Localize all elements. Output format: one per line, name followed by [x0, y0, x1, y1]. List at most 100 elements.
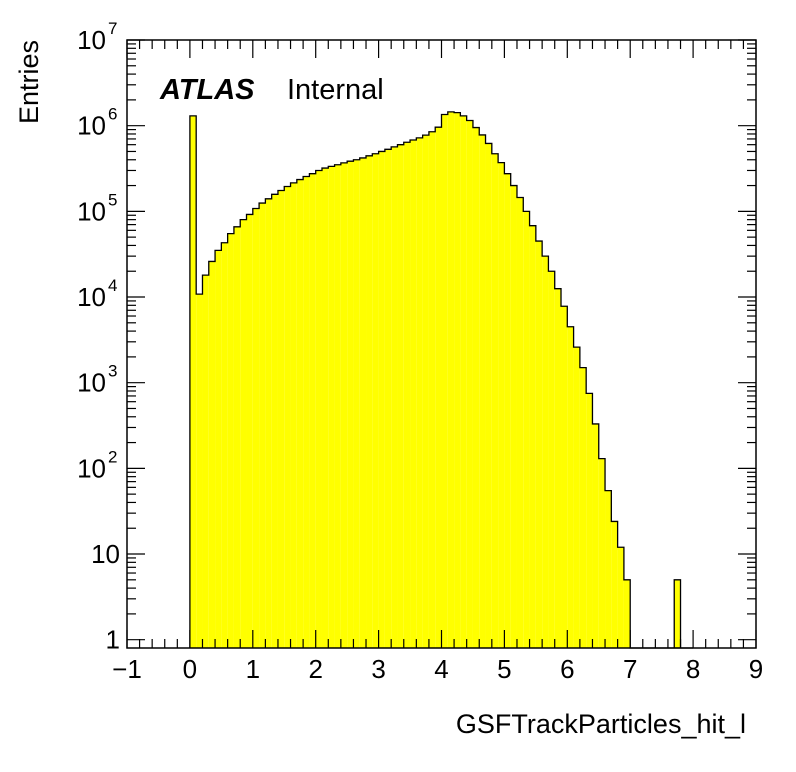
atlas-label: ATLAS: [159, 74, 255, 106]
histogram-bar: [542, 256, 549, 648]
histogram-bar: [366, 155, 373, 649]
histogram-bar: [454, 112, 461, 649]
y-tick-label: 10: [77, 25, 106, 55]
x-tick-label: 9: [749, 654, 763, 684]
histogram-bar: [466, 120, 473, 649]
histogram-bar: [372, 153, 379, 648]
histogram-bar: [277, 190, 285, 648]
y-tick-label: 10: [77, 111, 106, 141]
histogram-bar: [435, 127, 442, 648]
histogram-bar: [259, 203, 266, 649]
histogram-bar: [485, 143, 492, 648]
y-tick-label-exponent: 4: [108, 276, 117, 295]
y-tick-label: 10: [77, 196, 106, 226]
histogram-bar: [447, 111, 455, 649]
y-tick-label-exponent: 5: [108, 190, 117, 209]
plot-frame: [126, 39, 757, 649]
histogram-bar: [202, 275, 209, 648]
axis-ticks: [126, 39, 757, 648]
y-tick-label-exponent: 2: [108, 447, 117, 466]
histogram-bar: [315, 170, 322, 648]
x-tick-label: 0: [183, 654, 197, 684]
histogram-outline-extra-bin: [673, 579, 682, 648]
histogram-bar: [573, 347, 580, 648]
histogram-bar: [252, 208, 260, 649]
x-tick-label: 7: [623, 654, 637, 684]
histogram-bar: [208, 261, 216, 648]
histogram-bar: [592, 423, 599, 648]
histogram-bar: [561, 306, 568, 648]
y-tick-label: 10: [77, 453, 106, 483]
histogram-bar: [221, 242, 228, 649]
histogram-bar: [554, 288, 562, 648]
x-tick-label: 4: [434, 654, 448, 684]
histogram-bar: [491, 153, 499, 648]
histogram-bar: [479, 134, 486, 649]
histogram-bar: [611, 521, 618, 648]
histogram-bar: [617, 547, 624, 648]
histogram-bar: [290, 182, 297, 649]
histogram-bar: [623, 579, 631, 648]
x-tick-labels: −1 0 1 2 3 4 5 6 7 8 9: [112, 654, 763, 684]
x-tick-label: 2: [308, 654, 322, 684]
histogram-bar: [579, 367, 587, 648]
histogram-bar: [529, 225, 536, 648]
histogram-bar: [523, 211, 530, 648]
histogram-bar: [246, 214, 253, 648]
histogram-bar: [586, 393, 593, 648]
histogram-bar: [196, 294, 203, 648]
x-tick-label: 8: [686, 654, 700, 684]
histogram-bar: [240, 219, 247, 648]
histogram-bar: [498, 162, 505, 648]
histogram-bar: [403, 142, 411, 648]
histogram-bar: [548, 271, 555, 648]
histogram-bar: [353, 159, 360, 648]
histogram-bar: [428, 131, 436, 649]
histogram-bar: [296, 179, 304, 649]
histogram-bar: [410, 140, 417, 648]
histogram-bar: [460, 115, 467, 648]
y-tick-label-exponent: 7: [108, 19, 117, 38]
histogram-bars: [189, 111, 694, 649]
histogram-bar: [441, 114, 448, 648]
histogram-bar: [359, 157, 367, 648]
histogram-bar: [567, 326, 574, 648]
histogram-bar: [189, 115, 197, 648]
x-tick-label: −1: [112, 654, 142, 684]
histogram-bar: [233, 226, 241, 649]
histogram-bar: [378, 151, 385, 648]
histogram-bar: [674, 579, 681, 648]
x-tick-label: 3: [371, 654, 385, 684]
internal-label: Internal: [287, 74, 384, 106]
histogram-bar: [598, 458, 606, 648]
y-tick-label: 1: [106, 625, 120, 655]
histogram-bar: [510, 185, 517, 649]
histogram-bar: [605, 490, 612, 648]
histogram-bar: [215, 250, 222, 648]
histogram-bar: [334, 164, 341, 649]
histogram-bar: [265, 198, 272, 648]
histogram-bar: [516, 197, 524, 648]
y-tick-label: 10: [77, 368, 106, 398]
y-tick-label: 10: [91, 539, 120, 569]
histogram-bar: [227, 233, 234, 648]
histogram-bar: [472, 127, 480, 648]
histogram-bar: [397, 144, 404, 648]
histogram-bar: [271, 194, 278, 648]
histogram-bar: [535, 241, 543, 649]
x-tick-label: 1: [246, 654, 260, 684]
histogram-outline: [189, 111, 694, 649]
histogram-bar: [340, 162, 348, 648]
histogram-bar: [384, 149, 392, 649]
histogram-bar: [328, 166, 335, 649]
y-axis-title: Entries: [14, 40, 44, 124]
histogram-bar: [416, 137, 423, 648]
histogram-bar: [284, 186, 291, 649]
y-tick-label-exponent: 6: [108, 105, 117, 124]
histogram-bar: [504, 173, 511, 648]
x-tick-label: 5: [497, 654, 511, 684]
histogram-bar: [309, 173, 316, 648]
histogram-bar: [422, 135, 429, 648]
histogram-bar: [347, 161, 354, 648]
